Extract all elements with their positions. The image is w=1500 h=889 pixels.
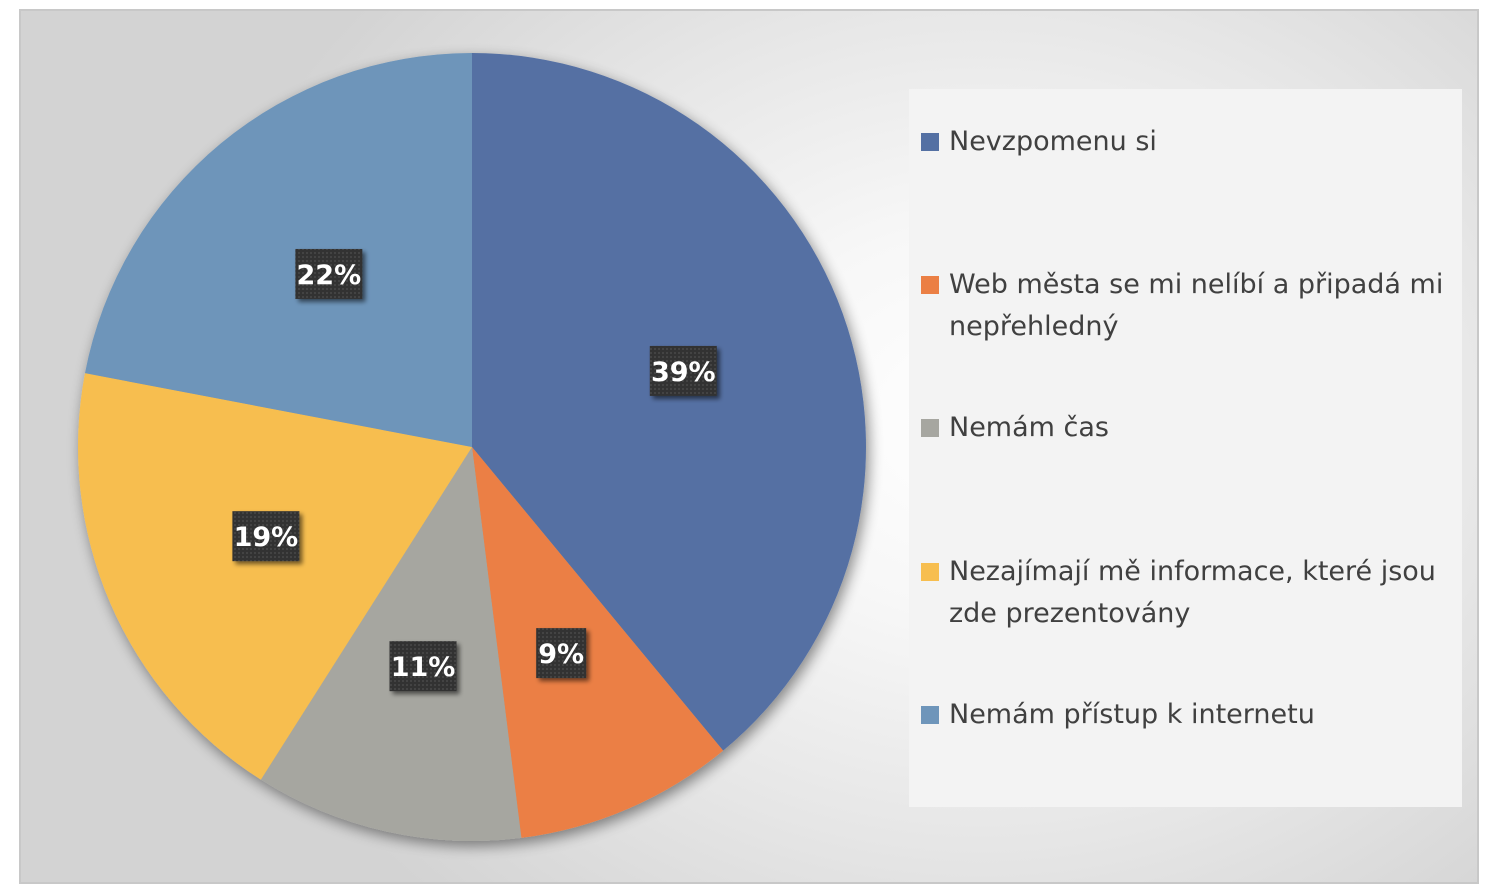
pie-chart: 39% 9% 11% 19% 22% (78, 53, 866, 841)
legend-label: Web města se mi nelíbí a připadá mi nepř… (949, 269, 1444, 342)
legend-item-nemam-cas: Nemám čas (921, 407, 1457, 449)
legend-item-web-mesta-se-mi-nelibi-a-pripada-mi-nepr: Web města se mi nelíbí a připadá mi nepř… (921, 264, 1457, 348)
pie-data-labels: 39% 9% 11% 19% 22% (232, 248, 717, 692)
data-label-text: 22% (297, 260, 362, 291)
legend-label: Nemám přístup k internetu (949, 699, 1315, 730)
data-label-web-mesta-se-mi-nelibi-a-pripada-mi-nepr: 9% (536, 628, 587, 679)
pie-slice-nevzpomenu-si (472, 53, 866, 751)
chart-area: 39% 9% 11% 19% 22% Nevzpomenu si Web města se… (19, 9, 1479, 884)
data-label-box (649, 345, 717, 396)
legend-item-nezajimaji-me-informace-ktere-jsou-zde-p: Nezajímají mě informace, které jsou zde … (921, 551, 1457, 635)
legend-swatch (921, 706, 939, 724)
legend-swatch (921, 133, 939, 151)
pie-slice-web-mesta-se-mi-nelibi-a-pripada-mi-nepr (472, 447, 724, 838)
data-label-nezajimaji-me-informace-ktere-jsou-zde-p: 19% (232, 511, 300, 562)
legend-item-nemam-pristup-k-internetu: Nemám přístup k internetu (921, 694, 1457, 736)
data-label-nevzpomenu-si: 39% (649, 345, 717, 396)
legend-swatch (921, 276, 939, 294)
data-label-text: 19% (234, 522, 299, 553)
legend-label: Nezajímají mě informace, které jsou zde … (949, 556, 1436, 629)
data-label-nemam-pristup-k-internetu: 22% (295, 248, 363, 299)
data-label-nemam-cas: 11% (389, 641, 457, 692)
pie-slices (78, 53, 866, 841)
data-label-text: 39% (651, 357, 716, 388)
data-label-box (232, 511, 300, 562)
pie-slice-nezajimaji-me-informace-ktere-jsou-zde-p (78, 373, 472, 780)
pie-slice-nemam-pristup-k-internetu (84, 53, 472, 447)
legend: Nevzpomenu si Web města se mi nelíbí a př… (909, 89, 1462, 807)
data-label-box (389, 641, 457, 692)
legend-label: Nevzpomenu si (949, 126, 1157, 157)
data-label-text: 11% (391, 652, 456, 683)
data-label-box (536, 628, 587, 679)
legend-item-nevzpomenu-si: Nevzpomenu si (921, 121, 1457, 163)
legend-label: Nemám čas (949, 412, 1109, 443)
data-label-box (295, 248, 363, 299)
data-label-text: 9% (538, 639, 584, 670)
legend-swatch (921, 563, 939, 581)
legend-swatch (921, 419, 939, 437)
